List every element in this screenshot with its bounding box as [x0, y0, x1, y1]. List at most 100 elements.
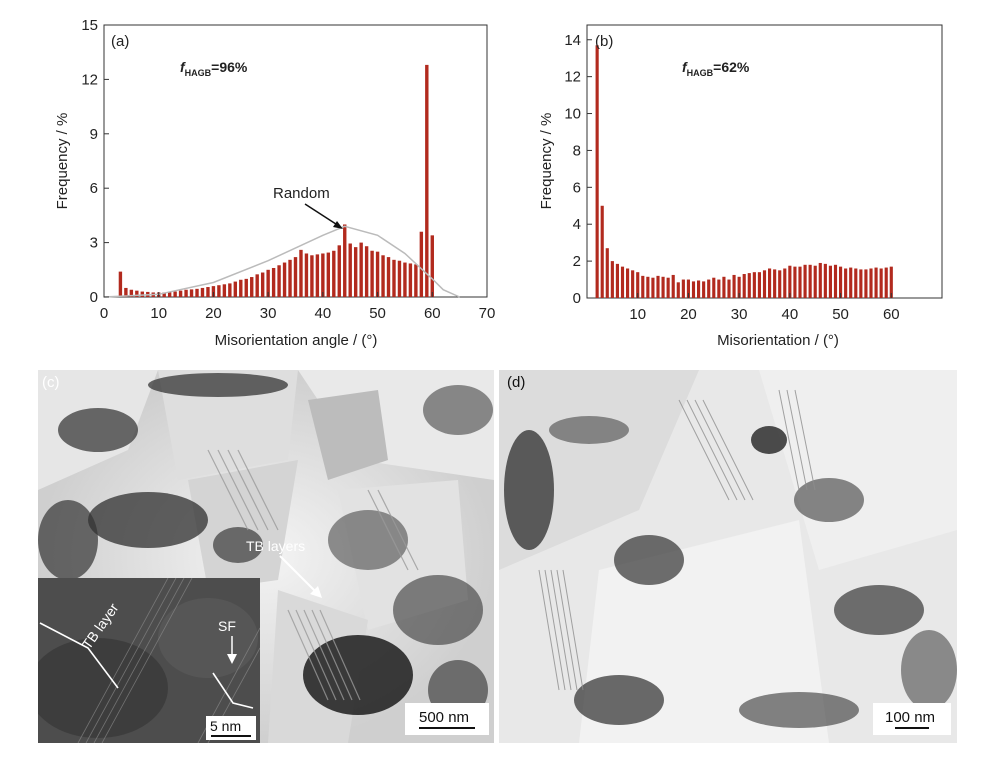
- chart-a-y-tick-label: 0: [90, 289, 98, 306]
- micrograph-c-scale-bar: [419, 727, 475, 729]
- chart-b-bar: [686, 279, 691, 298]
- chart-b-bar: [874, 267, 878, 298]
- chart-a-bar: [217, 285, 221, 297]
- chart-b-bar: [788, 265, 792, 298]
- chart-b-bar: [717, 279, 721, 298]
- chart-a-bar: [271, 267, 276, 297]
- chart-b-bar: [696, 280, 701, 298]
- chart-b-bar: [767, 268, 772, 298]
- chart-b-bar: [798, 266, 802, 298]
- chart-b-y-tick-label: 14: [564, 32, 581, 49]
- chart-b-bar: [722, 276, 726, 298]
- chart-b-y-tick-label: 6: [573, 179, 581, 196]
- chart-a-x-tick-label: 40: [315, 305, 332, 322]
- chart-a-x-ticks: 0 10 20 30 40 50 60 70: [100, 292, 495, 322]
- chart-a-y-tick-label: 6: [90, 180, 98, 197]
- chart-b-bar: [702, 281, 706, 298]
- chart-a-ylabel: Frequency / %: [54, 113, 71, 210]
- chart-a-bar: [255, 274, 259, 297]
- chart-a-bar: [288, 259, 292, 297]
- tb-layers-arrow: [279, 555, 322, 598]
- chart-a-bar: [403, 262, 407, 297]
- micrograph-c-label: (c): [42, 374, 60, 391]
- chart-a-bar: [299, 249, 303, 297]
- chart-a-bar: [140, 291, 144, 297]
- chart-a-bar: [129, 289, 134, 297]
- chart-a-bar: [211, 286, 216, 297]
- chart-a-bar: [195, 288, 199, 297]
- chart-a-bar: [386, 257, 391, 297]
- chart-b-bar: [600, 205, 604, 298]
- chart-a-annotation-arrow: [304, 203, 340, 227]
- chart-a-x-tick-label: 50: [369, 305, 386, 322]
- chart-a-annotation-arrowhead: [333, 221, 343, 229]
- chart-b-x-tick-label: 60: [883, 306, 900, 323]
- chart-b-x-tick-label: 20: [680, 306, 697, 323]
- chart-a: 0 3 6 9 12 15 0 10 20 30 40 50 60 70 (a) fHAGB=96% R…: [54, 17, 495, 349]
- chart-a-bar: [233, 281, 238, 297]
- chart-a-bar: [173, 291, 177, 297]
- chart-b-bar: [828, 265, 833, 298]
- hrtem-inset-texture: [38, 578, 260, 743]
- chart-b-bar: [833, 264, 838, 298]
- micrograph-c-scale-box: 500 nm: [405, 703, 489, 735]
- chart-a-bar: [189, 289, 194, 297]
- chart-a-y-tick-label: 15: [81, 17, 98, 34]
- chart-b-bar: [676, 282, 680, 298]
- chart-a-bar: [282, 262, 287, 297]
- chart-a-bar: [414, 264, 418, 297]
- chart-a-y-tick-label: 12: [81, 71, 98, 88]
- chart-b-bar: [864, 269, 868, 298]
- chart-b-frame: [586, 24, 943, 299]
- chart-b-bar: [712, 277, 716, 298]
- chart-a-bar: [277, 265, 281, 297]
- chart-a-annotation: Random: [273, 185, 330, 202]
- tb-layers-callout: TB layers: [246, 538, 306, 554]
- chart-b-bar: [707, 279, 711, 298]
- chart-b-bar: [757, 272, 762, 298]
- chart-b-bar: [646, 276, 650, 298]
- chart-b-bar: [879, 268, 883, 298]
- chart-b-bar: [610, 261, 614, 298]
- chart-a-bar: [266, 269, 270, 297]
- chart-a-bar: [321, 253, 325, 297]
- micrograph-d-scale-box: 100 nm: [873, 703, 951, 735]
- chart-b-fraction-label: fHAGB=62%: [682, 59, 750, 78]
- chart-a-bars: [118, 64, 434, 297]
- chart-a-bar: [326, 252, 331, 297]
- chart-b-bar: [595, 45, 599, 298]
- chart-b-x-ticks: 10 20 30 40 50 60: [629, 293, 900, 323]
- chart-a-xlabel: Misorientation angle / (°): [215, 332, 378, 349]
- chart-a-random-curve: [103, 225, 460, 298]
- chart-b-y-tick-label: 4: [573, 216, 581, 233]
- chart-b-bar: [641, 275, 645, 298]
- inset-scale-box: 5 nm: [206, 716, 256, 740]
- chart-a-x-tick-label: 60: [424, 305, 441, 322]
- inset-scale-label: 5 nm: [210, 718, 242, 734]
- micrograph-d-texture: [499, 370, 957, 743]
- chart-a-bar: [293, 257, 298, 297]
- chart-a-bar: [244, 278, 248, 297]
- chart-b-bar: [747, 273, 751, 298]
- chart-a-frame: [103, 24, 488, 298]
- chart-b-bar: [844, 268, 848, 298]
- chart-a-bar: [375, 251, 380, 297]
- chart-b-bar: [773, 269, 777, 298]
- chart-a-x-tick-label: 20: [205, 305, 222, 322]
- micrograph-d: (d) 100 nm: [499, 370, 957, 743]
- micrograph-d-label: (d): [507, 374, 526, 391]
- micrograph-d-scale-bar: [895, 727, 929, 729]
- chart-a-bar: [430, 235, 434, 297]
- chart-b-bar: [854, 268, 858, 298]
- chart-b-bar: [859, 269, 863, 298]
- chart-a-bar: [304, 253, 309, 297]
- chart-b-x-tick-label: 30: [731, 306, 748, 323]
- chart-b-bar: [691, 281, 696, 298]
- chart-b-bar: [793, 266, 797, 298]
- chart-b-bar: [823, 263, 827, 298]
- micrograph-c: (c) TB layers TB layer SF 5 nm: [38, 370, 494, 743]
- chart-b-bar: [631, 270, 635, 298]
- micrograph-d-scale-label: 100 nm: [885, 709, 936, 726]
- chart-a-bar: [315, 254, 320, 297]
